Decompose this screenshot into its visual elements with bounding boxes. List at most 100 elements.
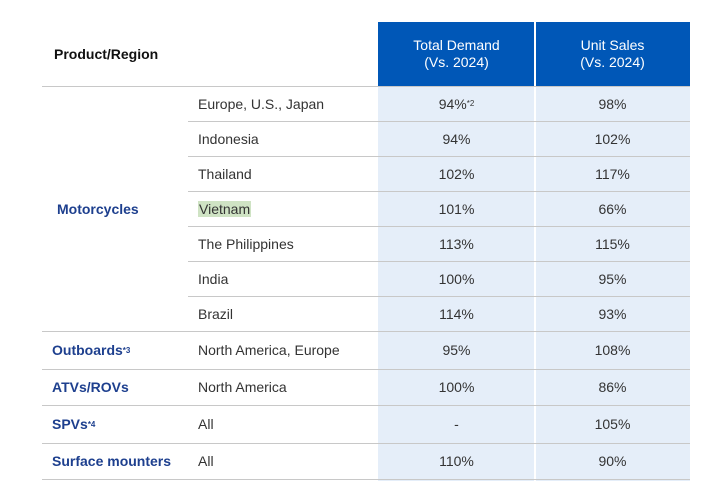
total-demand-cell: 94%	[378, 121, 535, 156]
region-label: All	[198, 453, 214, 469]
region-cell: North America, Europe	[198, 331, 340, 369]
product-label: Motorcycles	[57, 200, 139, 217]
total-demand-value: 102%	[438, 165, 475, 182]
row-line	[188, 261, 690, 262]
region-cell: All	[198, 443, 214, 479]
region-label: North America	[198, 379, 287, 395]
region-label: North America, Europe	[198, 342, 340, 358]
unit-sales-value: 102%	[594, 130, 631, 147]
total-demand-value: 113%	[439, 235, 474, 252]
region-label: Brazil	[198, 305, 234, 322]
product-note: *3	[122, 345, 131, 355]
total-demand-value: 94%	[438, 95, 467, 112]
unit-sales-value: 66%	[598, 200, 627, 217]
unit-sales-value: 93%	[598, 305, 627, 322]
total-demand-value: 95%	[442, 342, 471, 358]
row-line	[188, 191, 690, 192]
product-label: Outboards	[52, 342, 123, 358]
unit-sales-cell: 115%	[535, 226, 690, 261]
total-demand-cell: 100%	[378, 369, 535, 405]
total-demand-value: 114%	[439, 305, 474, 322]
row-line	[188, 156, 690, 157]
region-cell: Vietnam	[198, 191, 252, 226]
region-label: Europe, U.S., Japan	[198, 95, 325, 112]
column-divider	[534, 22, 536, 481]
region-cell: Thailand	[198, 156, 252, 191]
region-cell: The Philippines	[198, 226, 294, 261]
region-label: The Philippines	[198, 235, 294, 252]
total-demand-cell: 100%	[378, 261, 535, 296]
total-demand-note: *2	[466, 99, 475, 108]
row-line	[188, 296, 690, 297]
unit-sales-value: 98%	[598, 95, 627, 112]
total-demand-value: -	[454, 416, 459, 432]
region-label: Thailand	[198, 165, 252, 182]
product-cell: SPVs *4	[52, 405, 95, 443]
region-cell: All	[198, 405, 214, 443]
total-demand-cell: 94% *2	[378, 86, 535, 121]
region-label: Vietnam	[198, 200, 252, 217]
total-demand-cell: 113%	[378, 226, 535, 261]
total-demand-cell: 101%	[378, 191, 535, 226]
unit-sales-cell: 90%	[535, 443, 690, 479]
unit-sales-value: 115%	[595, 235, 630, 252]
header-line: Unit Sales	[580, 37, 645, 53]
region-cell: India	[198, 261, 228, 296]
unit-sales-cell: 95%	[535, 261, 690, 296]
unit-sales-value: 117%	[595, 165, 630, 182]
total-demand-value: 100%	[438, 270, 475, 287]
row-line	[42, 405, 690, 406]
unit-sales-cell: 66%	[535, 191, 690, 226]
unit-sales-value: 108%	[594, 342, 631, 358]
row-line	[42, 479, 690, 480]
row-line	[42, 86, 690, 87]
product-cell: Surface mounters	[52, 443, 171, 479]
region-label: India	[198, 270, 229, 287]
header-cell: Unit Sales (Vs. 2024)	[535, 22, 690, 86]
row-line	[188, 226, 690, 227]
total-demand-value: 101%	[438, 200, 475, 217]
product-cell: Motorcycles	[57, 86, 139, 331]
unit-sales-cell: 108%	[535, 331, 690, 369]
region-label: Indonesia	[198, 130, 259, 147]
header-line: (Vs. 2024)	[424, 54, 489, 70]
total-demand-value: 94%	[442, 130, 471, 147]
region-cell: Europe, U.S., Japan	[198, 86, 324, 121]
unit-sales-value: 95%	[598, 270, 627, 287]
total-demand-value: 110%	[439, 453, 474, 469]
unit-sales-cell: 105%	[535, 405, 690, 443]
header-cell: Total Demand (Vs. 2024)	[378, 22, 535, 86]
product-label: ATVs/ROVs	[52, 379, 129, 395]
total-demand-cell: 102%	[378, 156, 535, 191]
unit-sales-cell: 98%	[535, 86, 690, 121]
total-demand-cell: 110%	[378, 443, 535, 479]
region-cell: Brazil	[198, 296, 233, 331]
header-line: Total Demand	[413, 37, 500, 53]
total-demand-cell: 95%	[378, 331, 535, 369]
header-product: Product/Region	[54, 46, 159, 62]
unit-sales-cell: 86%	[535, 369, 690, 405]
product-note: *4	[87, 419, 96, 429]
product-cell: ATVs/ROVs	[52, 369, 129, 405]
region-cell: Indonesia	[198, 121, 259, 156]
unit-sales-value: 105%	[594, 416, 631, 432]
header-line: (Vs. 2024)	[580, 54, 645, 70]
region-label: All	[198, 416, 214, 432]
unit-sales-cell: 93%	[535, 296, 690, 331]
region-cell: North America	[198, 369, 287, 405]
unit-sales-value: 90%	[598, 453, 627, 469]
row-line	[42, 369, 690, 370]
unit-sales-cell: 102%	[535, 121, 690, 156]
unit-sales-cell: 117%	[535, 156, 690, 191]
total-demand-cell: 114%	[378, 296, 535, 331]
product-cell: Outboards *3	[52, 331, 130, 369]
total-demand-cell: -	[378, 405, 535, 443]
row-line	[188, 121, 690, 122]
unit-sales-value: 86%	[598, 379, 627, 395]
product-label: SPVs	[52, 416, 88, 432]
total-demand-value: 100%	[438, 379, 475, 395]
product-label: Surface mounters	[52, 453, 172, 469]
row-line	[42, 443, 690, 444]
row-line	[42, 331, 690, 332]
